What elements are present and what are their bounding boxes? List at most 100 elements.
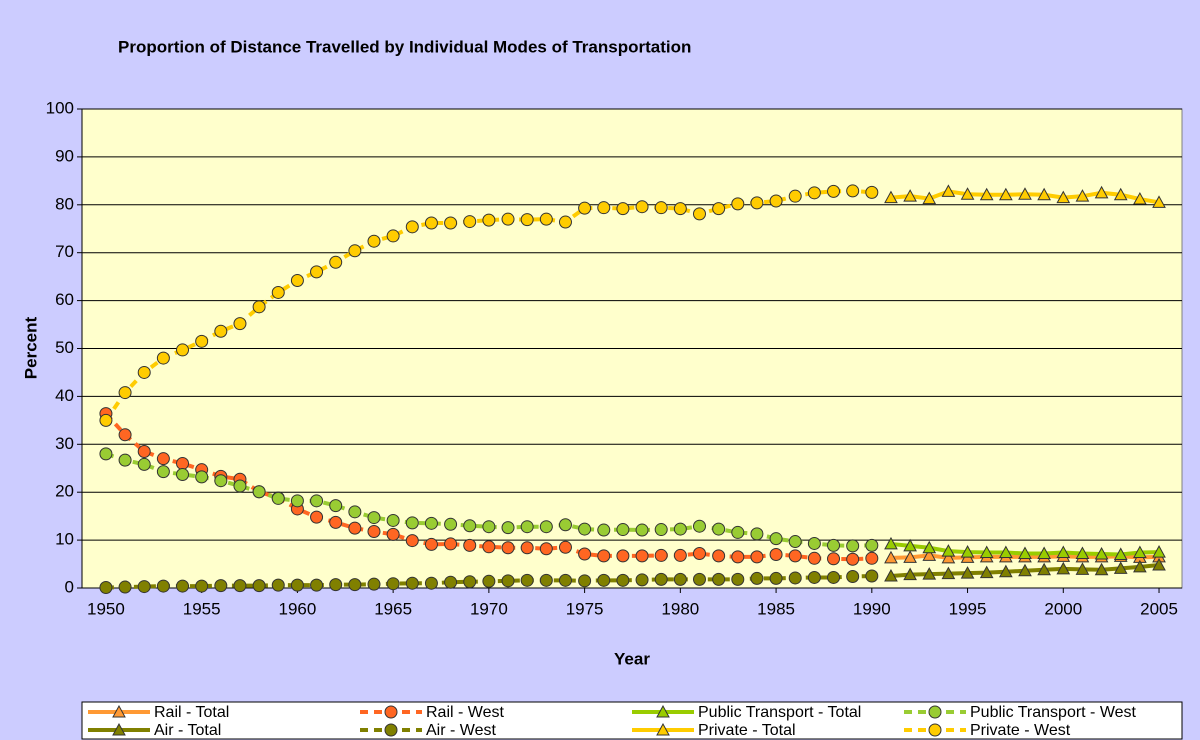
marker: [367, 511, 381, 525]
marker: [960, 545, 975, 558]
marker: [520, 541, 534, 555]
legend-marker: [384, 705, 398, 719]
marker: [712, 202, 726, 216]
marker: [673, 572, 687, 586]
marker: [750, 527, 764, 541]
marker: [348, 578, 362, 592]
marker: [463, 538, 477, 552]
marker: [386, 527, 400, 541]
marker: [635, 549, 649, 563]
marker: [807, 570, 821, 584]
marker: [635, 573, 649, 587]
marker: [405, 516, 419, 530]
marker: [979, 565, 994, 579]
marker: [539, 212, 553, 226]
marker: [1056, 190, 1071, 204]
marker: [1075, 546, 1090, 560]
marker: [960, 566, 975, 579]
marker: [558, 540, 572, 554]
marker: [941, 550, 956, 564]
marker: [769, 547, 783, 561]
marker: [750, 550, 764, 564]
x-tick-label: 1965: [374, 599, 412, 618]
legend-label: Public Transport - West: [970, 704, 1137, 721]
marker: [252, 300, 266, 314]
legend-marker: [112, 704, 126, 718]
marker: [367, 577, 381, 591]
marker: [1018, 546, 1032, 560]
marker: [673, 202, 687, 216]
marker: [884, 568, 898, 582]
marker: [692, 572, 706, 586]
marker: [922, 567, 937, 580]
marker: [329, 578, 343, 592]
marker: [118, 453, 132, 467]
marker: [941, 184, 956, 197]
marker: [424, 537, 438, 551]
y-tick-label: 0: [65, 577, 74, 596]
marker: [329, 255, 343, 269]
legend-marker: [112, 722, 126, 736]
marker: [865, 185, 879, 199]
marker: [597, 201, 611, 215]
marker: [137, 580, 151, 594]
y-tick-label: 30: [55, 434, 74, 453]
marker: [1056, 545, 1071, 559]
legend: [81, 701, 1183, 740]
marker: [922, 191, 937, 205]
marker: [539, 520, 553, 534]
marker: [578, 547, 592, 561]
x-tick-label: 1980: [661, 599, 699, 618]
marker: [290, 494, 304, 508]
marker: [769, 532, 783, 546]
marker: [712, 549, 726, 563]
marker: [1018, 563, 1032, 577]
marker: [520, 520, 534, 534]
marker: [884, 536, 898, 550]
marker: [578, 574, 592, 588]
marker: [156, 351, 170, 365]
marker: [1094, 185, 1109, 199]
legend-label: Rail - West: [426, 704, 504, 721]
marker: [520, 573, 534, 587]
marker: [979, 545, 994, 559]
legend-label: Rail - Total: [154, 704, 229, 721]
marker: [501, 541, 515, 555]
marker: [827, 184, 841, 198]
marker: [788, 549, 802, 563]
marker: [444, 517, 458, 531]
marker: [712, 572, 726, 586]
marker: [348, 505, 362, 519]
y-tick-label: 10: [55, 530, 74, 549]
marker: [865, 538, 879, 552]
marker: [156, 452, 170, 466]
marker: [1152, 557, 1166, 571]
marker: [463, 215, 477, 229]
marker: [482, 574, 496, 588]
marker: [520, 213, 534, 227]
marker: [386, 513, 400, 527]
marker: [903, 550, 917, 563]
marker: [616, 202, 630, 216]
marker: [99, 413, 113, 427]
x-tick-label: 2005: [1140, 599, 1178, 618]
marker: [156, 579, 170, 593]
y-tick-label: 100: [46, 98, 74, 117]
marker: [750, 571, 764, 585]
marker: [1094, 546, 1109, 560]
marker: [118, 428, 132, 442]
y-tick-label: 70: [55, 242, 74, 261]
marker: [654, 548, 668, 562]
marker: [827, 552, 841, 566]
marker: [501, 521, 515, 535]
x-tick-label: 1990: [853, 599, 891, 618]
marker: [731, 525, 745, 539]
marker: [558, 518, 572, 532]
marker: [769, 571, 783, 585]
marker: [233, 479, 247, 493]
marker: [176, 467, 190, 481]
marker: [712, 522, 726, 536]
marker: [99, 581, 113, 595]
marker: [539, 573, 553, 587]
marker: [233, 317, 247, 331]
